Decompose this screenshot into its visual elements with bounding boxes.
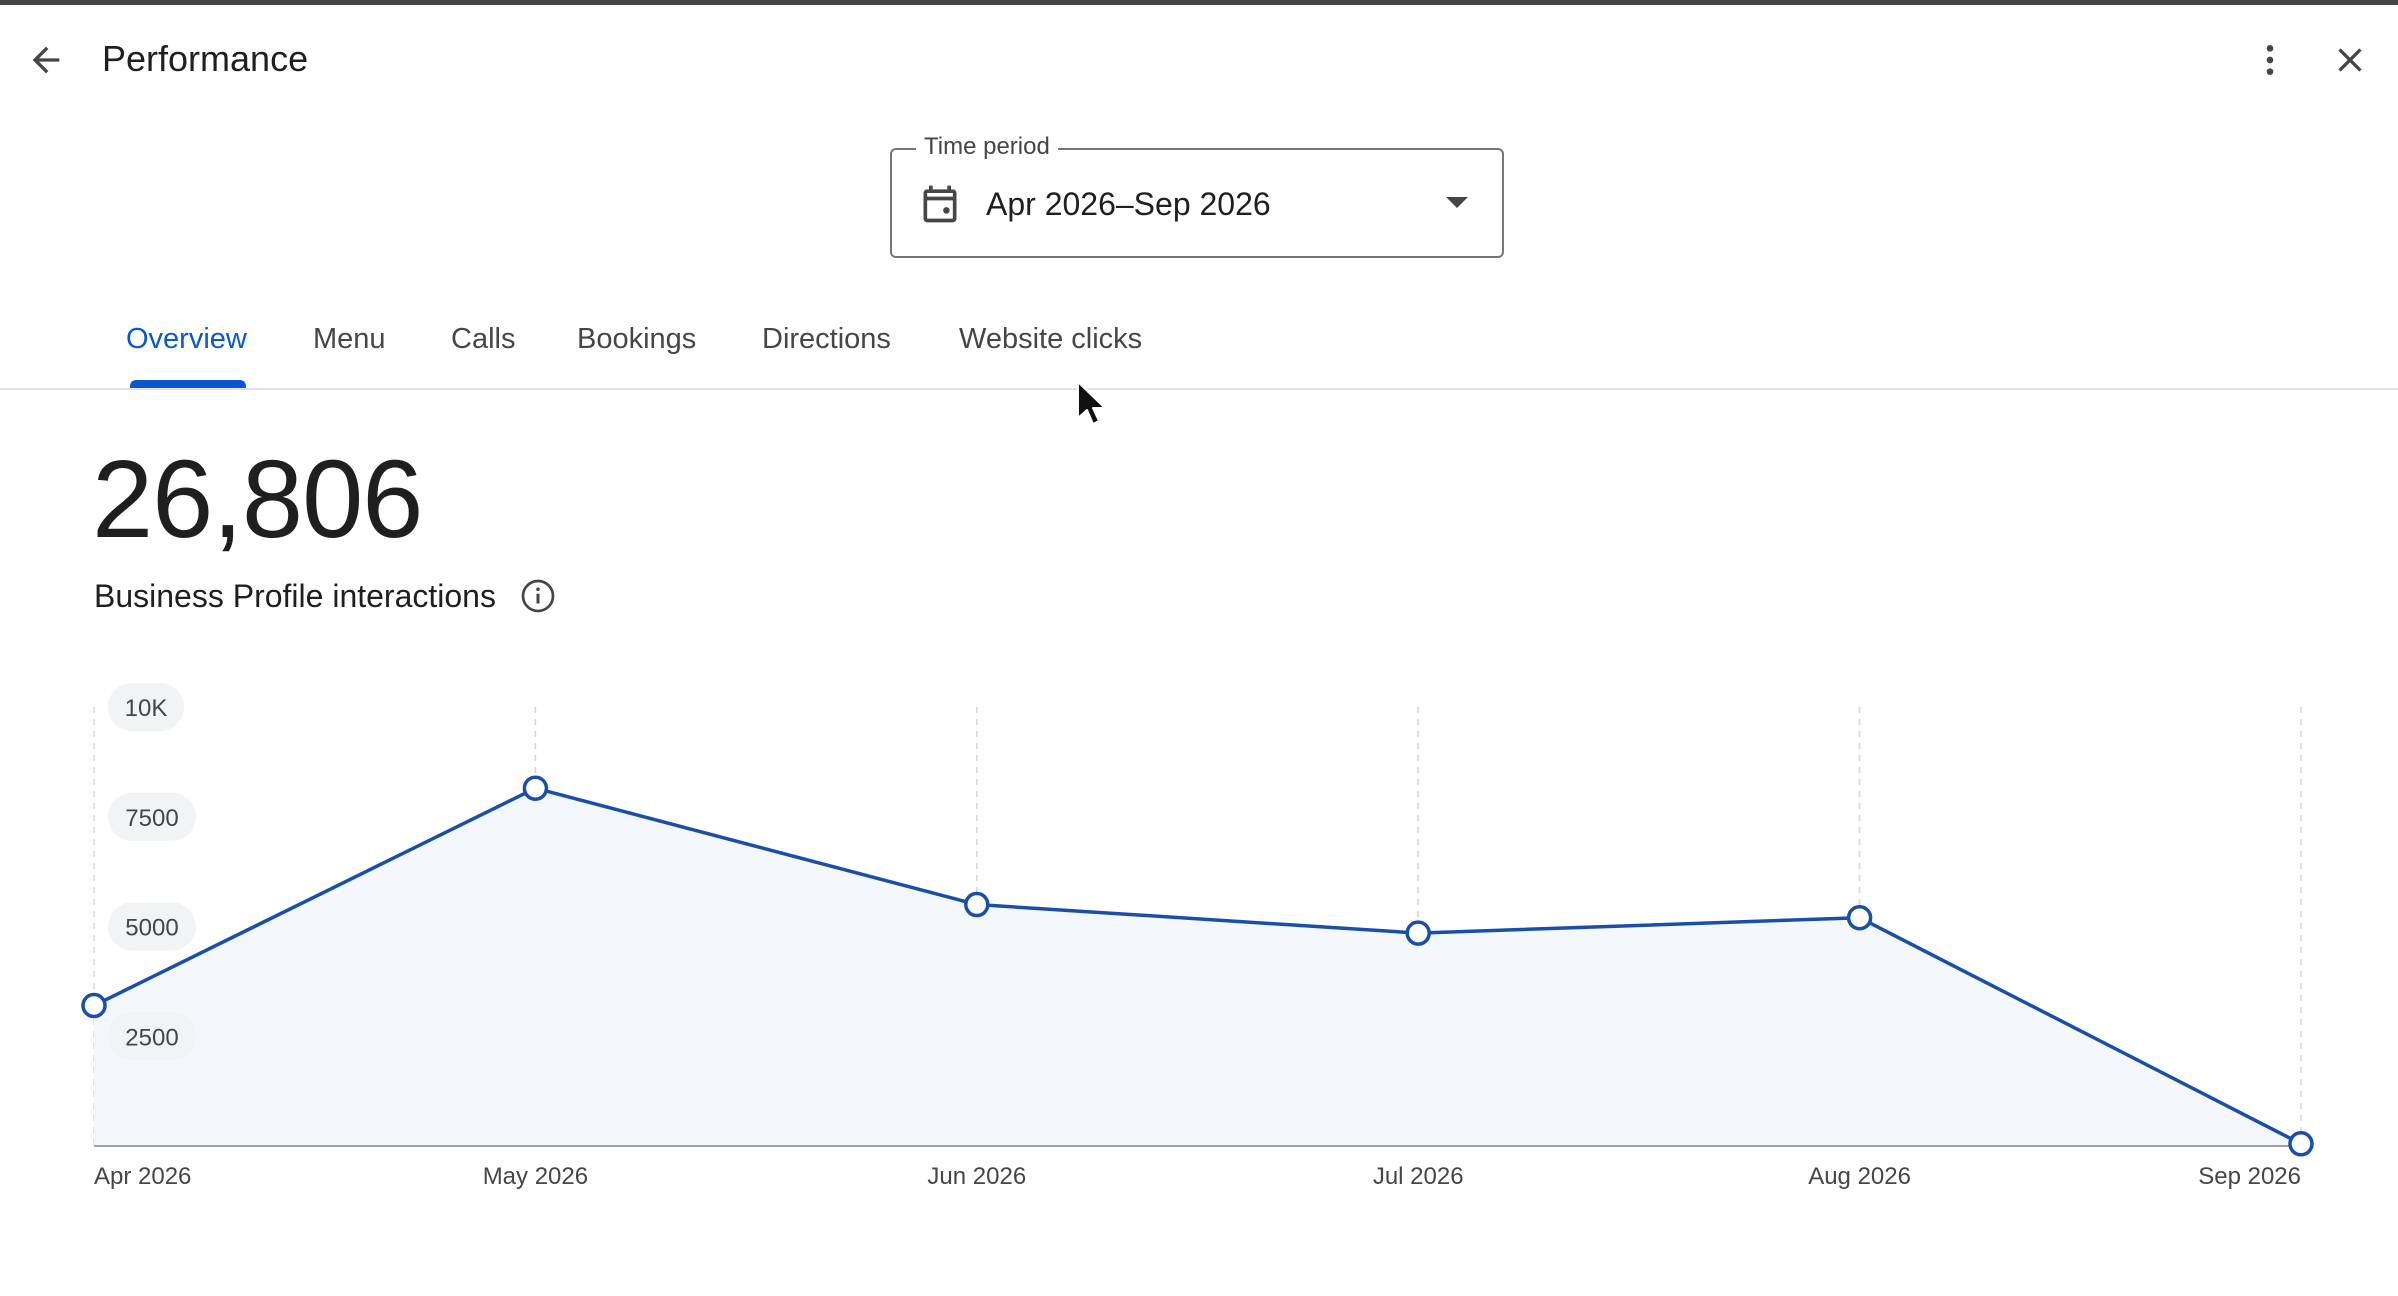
y-tick-label-2: 7500 (125, 805, 178, 832)
time-period-label: Time period (916, 132, 1058, 162)
y-tick-label-3: 5000 (125, 915, 178, 942)
chart-area-fill (94, 788, 2301, 1146)
data-point-1[interactable] (81, 992, 107, 1019)
y-tick-label-4: 2500 (125, 1024, 178, 1051)
y-tick-pill-4 (108, 1012, 196, 1061)
y-tick-pill-2 (108, 792, 196, 841)
y-tick-label-1: 10K (125, 695, 168, 722)
close-button[interactable] (2318, 28, 2382, 92)
tab-overview[interactable]: Overview (126, 323, 247, 355)
close-icon (2338, 48, 2362, 72)
info-icon[interactable] (520, 578, 556, 614)
x-tick-label-5: Aug 2026 (1808, 1163, 1911, 1190)
x-tick-label-6: Sep 2026 (2198, 1163, 2301, 1190)
arrow-back-icon (32, 46, 60, 74)
x-tick-label-1: Apr 2026 (94, 1163, 191, 1190)
arrow-drop-down-icon (1446, 197, 1468, 208)
time-period-select[interactable]: Time period Apr 2026–Sep 2026 (890, 132, 1504, 258)
x-tick-label-3: Jun 2026 (927, 1163, 1026, 1190)
tab-directions[interactable]: Directions (762, 323, 891, 355)
page-title: Performance (102, 38, 309, 79)
tab-bookings[interactable]: Bookings (577, 323, 697, 355)
data-point-6[interactable] (2288, 1131, 2314, 1157)
total-interactions-value: 26,806 (92, 438, 423, 561)
tab-calls[interactable]: Calls (451, 323, 516, 355)
calendar-icon (923, 185, 957, 223)
x-tick-label-4: Jul 2026 (1373, 1163, 1464, 1190)
data-point-4[interactable] (1405, 920, 1431, 946)
metric-label: Business Profile interactions (94, 578, 496, 614)
more-vert-icon (2266, 45, 2274, 75)
tab-menu[interactable]: Menu (313, 323, 386, 355)
time-period-value: Apr 2026–Sep 2026 (986, 186, 1271, 222)
x-tick-label-2: May 2026 (483, 1163, 588, 1190)
back-button[interactable] (14, 28, 78, 92)
window-top-border (0, 0, 2398, 5)
more-options-button[interactable] (2238, 28, 2302, 92)
y-tick-pill-3 (108, 902, 196, 951)
series-line (93, 786, 2302, 1146)
tab-bar: Overview Menu Calls Bookings Directions … (0, 300, 2398, 390)
active-tab-indicator (130, 380, 246, 388)
y-tick-pill-1 (108, 683, 184, 731)
tab-website-clicks[interactable]: Website clicks (959, 323, 1143, 355)
data-point-2[interactable] (522, 775, 549, 801)
data-point-3[interactable] (964, 891, 990, 918)
data-point-5[interactable] (1846, 904, 1873, 931)
